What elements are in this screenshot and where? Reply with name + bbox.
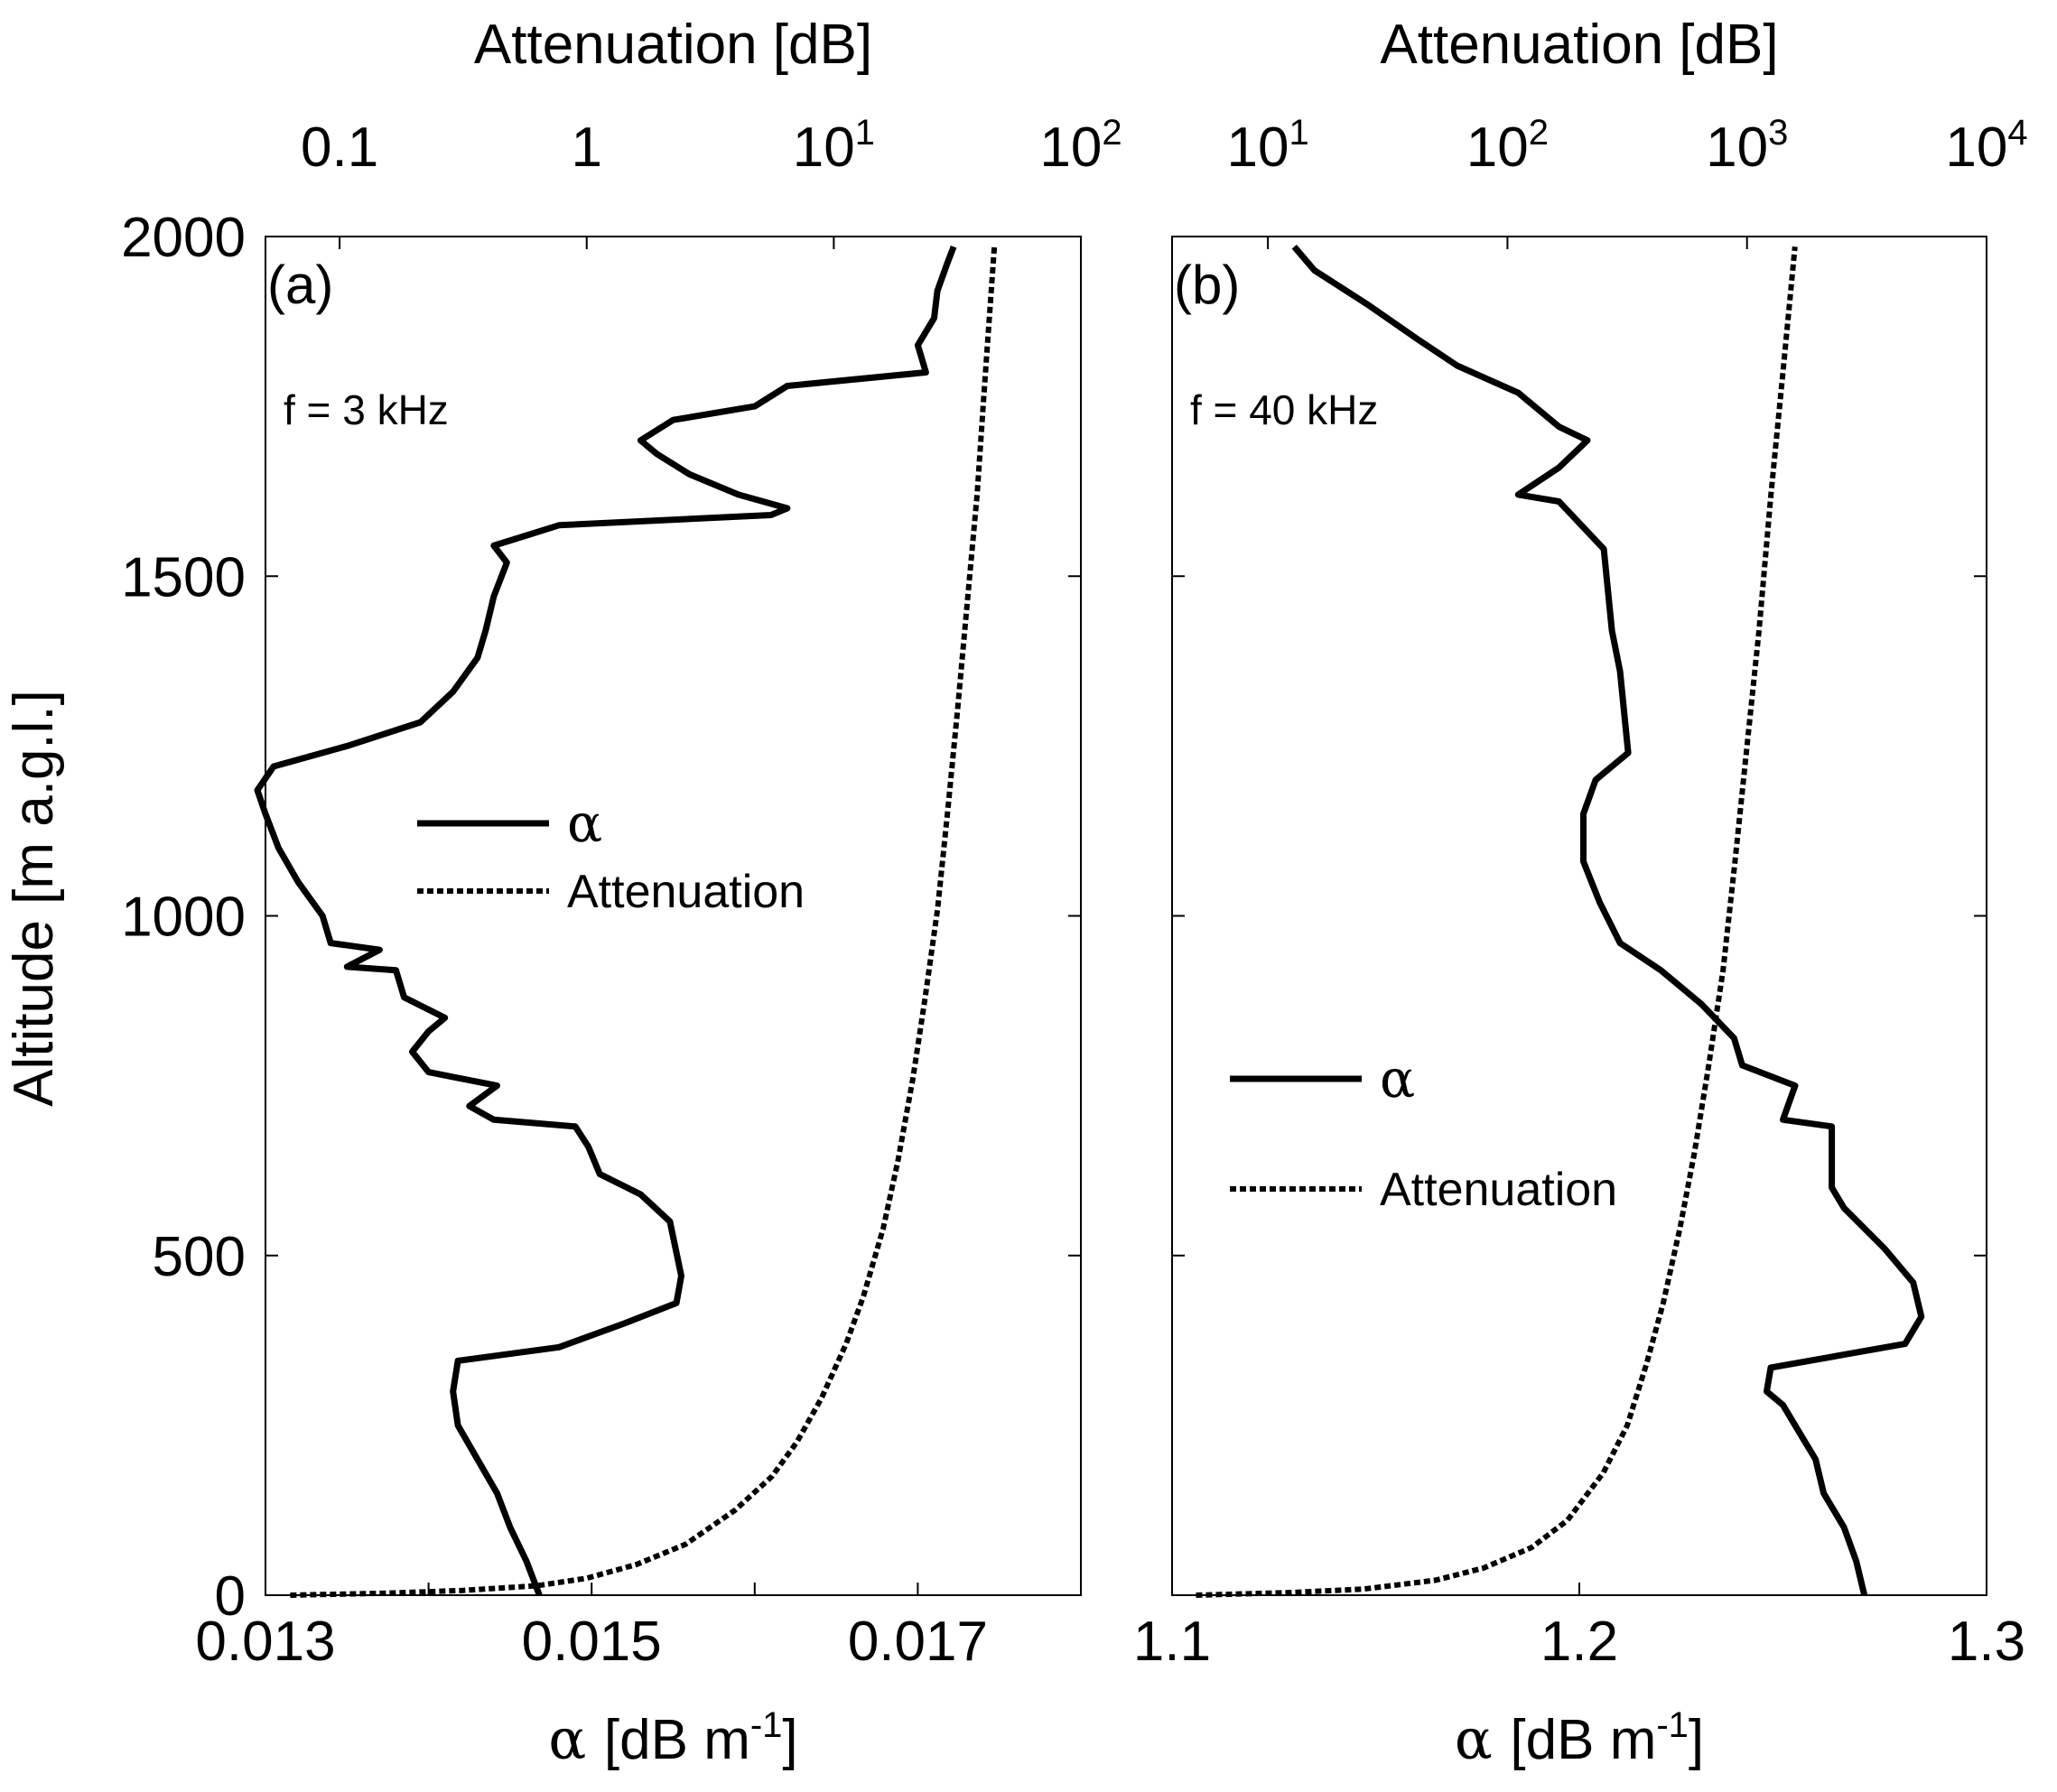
alpha-series-line <box>254 246 957 1597</box>
x2-axis-title: Attenuation [dB] <box>1380 14 1778 76</box>
x2-tick-label: 104 <box>1945 113 2027 179</box>
legend-attenuation-label: Attenuation <box>567 866 805 918</box>
x2-tick-label: 0.1 <box>301 116 378 179</box>
x-axis-title: α [dB m-1] <box>548 1705 797 1772</box>
legend-alpha-label: α <box>567 793 602 854</box>
plot-frame <box>1171 236 1987 1596</box>
attenuation-series-line <box>1196 246 1798 1598</box>
y-tick-label: 0 <box>215 1565 246 1628</box>
y-tick-label: 500 <box>153 1226 246 1288</box>
frequency-annotation: f = 40 kHz <box>1190 386 1378 433</box>
x-tick-label: 1.2 <box>1540 1611 1618 1673</box>
y-tick-label: 2000 <box>121 207 246 269</box>
x-tick-label: 0.013 <box>195 1611 335 1673</box>
y-tick-label: 1500 <box>121 546 246 608</box>
legend-alpha-label: α <box>1380 1048 1415 1110</box>
x-tick-label: 1.1 <box>1133 1611 1211 1673</box>
legend-attenuation-label: Attenuation <box>1380 1164 1617 1216</box>
x2-tick-label: 1 <box>571 116 601 179</box>
x-tick-label: 0.017 <box>848 1611 988 1673</box>
x-tick-label: 1.3 <box>1948 1611 2025 1673</box>
panel-label: (a) <box>267 255 333 315</box>
x2-axis-title: Attenuation [dB] <box>474 14 872 76</box>
panel-b: 1.1 1.2 1.3 101 102 103 104 Attenuation [dB] α [… <box>1133 14 2028 1772</box>
y-axis-title: Altitude [m a.g.l.] <box>3 690 65 1107</box>
x2-tick-label: 101 <box>1227 113 1309 179</box>
panel-a: 0 500 1000 1500 2000 0.013 0.015 0.017 0.1 1 101 10… <box>121 14 1122 1772</box>
x-axis-title: α [dB m-1] <box>1455 1705 1704 1772</box>
y-tick-label: 1000 <box>121 887 246 949</box>
alpha-series-line <box>1291 245 1925 1596</box>
frequency-annotation: f = 3 kHz <box>284 386 449 433</box>
x2-tick-label: 102 <box>1039 113 1122 179</box>
attenuation-series-line <box>290 246 998 1598</box>
panel-label: (b) <box>1174 255 1240 315</box>
x2-tick-label: 103 <box>1706 113 1788 179</box>
x2-tick-label: 102 <box>1466 113 1549 179</box>
x2-tick-label: 101 <box>793 113 875 179</box>
x-tick-label: 0.015 <box>522 1611 662 1673</box>
